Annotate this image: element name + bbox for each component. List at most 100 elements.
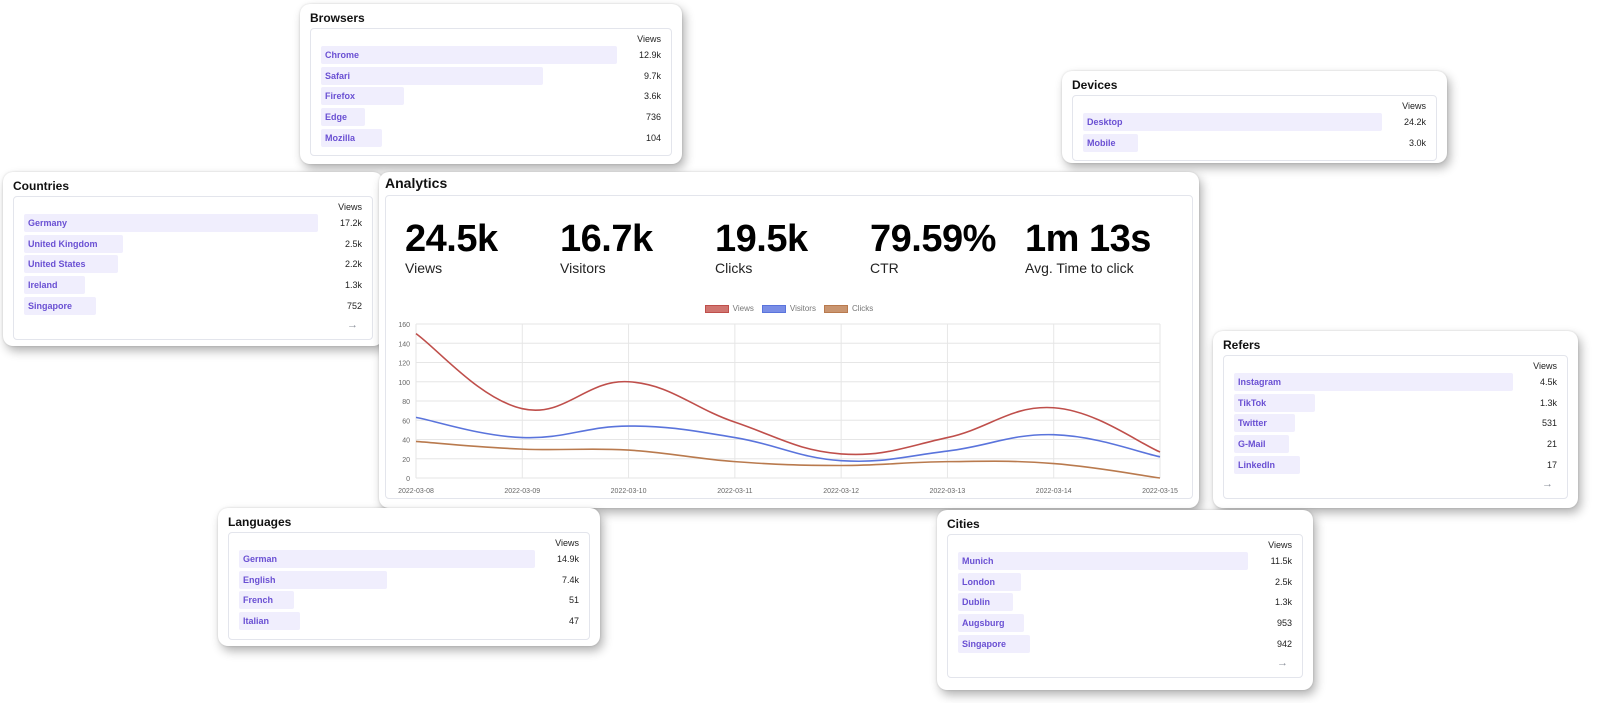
stat-avg-time: 1m 13s Avg. Time to click (1025, 218, 1180, 276)
value-bar (1234, 393, 1315, 412)
list-item[interactable]: Ireland 1.3k (24, 276, 362, 295)
item-label[interactable]: German (243, 554, 278, 564)
item-value: 2.2k (344, 259, 362, 270)
x-tick-label: 2022-03-13 (930, 488, 966, 495)
item-label[interactable]: LinkedIn (1238, 459, 1276, 470)
list-item[interactable]: Safari 9.7k (321, 66, 661, 85)
refers-card: Refers Views Instagram 4.5k TikTok 1.3k Twit… (1213, 331, 1578, 508)
stat-label: Avg. Time to click (1025, 260, 1134, 276)
list-item[interactable]: Italian 47 (239, 612, 579, 631)
analytics-title: Analytics (385, 175, 448, 191)
chart-legend: Views Visitors Clicks (386, 304, 1192, 313)
list-item[interactable]: Mobile 3.0k (1083, 133, 1426, 152)
list-item[interactable]: London 2.5k (958, 572, 1292, 591)
item-label[interactable]: Singapore (962, 638, 1007, 649)
value-bar (321, 128, 382, 147)
list-item[interactable]: G-Mail 21 (1234, 435, 1557, 454)
more-arrow-icon[interactable]: → (1542, 478, 1553, 491)
refers-rows: Instagram 4.5k TikTok 1.3k Twitter 531 G-Mail 2… (1234, 373, 1557, 474)
legend-item-visitors[interactable]: Visitors (761, 304, 816, 313)
countries-title: Countries (13, 179, 70, 193)
value-bar (24, 214, 318, 232)
list-item[interactable]: Twitter 531 (1234, 414, 1557, 433)
legend-swatch-clicks (823, 304, 848, 313)
item-value: 17.2k (339, 218, 362, 228)
item-label[interactable]: United States (28, 259, 86, 270)
item-label[interactable]: English (243, 574, 276, 585)
stat-value: 24.5k (405, 218, 498, 260)
item-label[interactable]: Singapore (28, 300, 73, 311)
list-item[interactable]: Edge 736 (321, 108, 661, 127)
x-tick-label: 2022-03-14 (1036, 488, 1072, 495)
cities-title: Cities (947, 517, 980, 531)
list-item[interactable]: English 7.4k (239, 570, 579, 589)
value-bar (24, 276, 85, 295)
list-item[interactable]: French 51 (239, 591, 579, 610)
value-bar (1234, 373, 1513, 391)
y-tick-label: 140 (398, 341, 410, 348)
item-value: 2.5k (1274, 576, 1292, 587)
more-arrow-icon[interactable]: → (347, 319, 358, 332)
views-column-header: Views (555, 538, 579, 548)
item-label[interactable]: G-Mail (1238, 439, 1266, 450)
item-label[interactable]: Germany (28, 218, 68, 228)
stat-value: 1m 13s (1025, 218, 1151, 260)
views-column-header: Views (1268, 540, 1292, 550)
more-arrow-icon[interactable]: → (1277, 657, 1288, 670)
stat-label: Clicks (715, 260, 753, 276)
item-label[interactable]: London (962, 576, 995, 587)
item-label[interactable]: Instagram (1238, 377, 1282, 387)
languages-title: Languages (228, 515, 292, 529)
value-bar (1234, 414, 1295, 433)
item-value: 7.4k (561, 574, 579, 585)
item-label[interactable]: United Kingdom (28, 238, 98, 249)
list-item[interactable]: Chrome 12.9k (321, 46, 661, 64)
languages-table: Views German 14.9k English 7.4k French 51 Ital… (228, 532, 590, 640)
x-tick-label: 2022-03-15 (1142, 488, 1178, 495)
value-bar (24, 255, 118, 274)
y-tick-label: 60 (402, 418, 410, 425)
legend-item-views[interactable]: Views (704, 304, 754, 313)
list-item[interactable]: Instagram 4.5k (1234, 373, 1557, 391)
countries-card: Countries Views Germany 17.2k United Kingd… (3, 172, 383, 346)
list-item[interactable]: Mozilla 104 (321, 128, 661, 147)
item-label[interactable]: Munich (962, 556, 994, 566)
item-label[interactable]: Chrome (325, 50, 360, 60)
list-item[interactable]: Dublin 1.3k (958, 593, 1292, 612)
list-item[interactable]: TikTok 1.3k (1234, 393, 1557, 412)
y-tick-label: 0 (406, 476, 410, 483)
item-label[interactable]: Dublin (962, 597, 990, 608)
value-bar (24, 296, 96, 315)
item-label[interactable]: Firefox (325, 91, 356, 102)
item-label[interactable]: Twitter (1238, 418, 1267, 429)
x-tick-label: 2022-03-08 (398, 488, 434, 495)
list-item[interactable]: Firefox 3.6k (321, 87, 661, 106)
countries-table: Views Germany 17.2k United Kingdom 2.5k Unit… (13, 196, 373, 341)
item-label[interactable]: Italian (243, 616, 270, 627)
browsers-table: Views Chrome 12.9k Safari 9.7k Firefox 3.6k Ed… (310, 28, 672, 157)
item-label[interactable]: French (243, 595, 274, 606)
item-label[interactable]: Ireland (28, 280, 58, 291)
legend-label: Clicks (851, 304, 874, 313)
item-label[interactable]: Augsburg (962, 618, 1005, 629)
item-label[interactable]: Desktop (1087, 117, 1123, 127)
stat-label: CTR (870, 260, 899, 276)
list-item[interactable]: United States 2.2k (24, 255, 362, 274)
item-label[interactable]: Safari (325, 70, 351, 81)
list-item[interactable]: Augsburg 953 (958, 614, 1292, 633)
item-label[interactable]: TikTok (1238, 397, 1267, 408)
list-item[interactable]: German 14.9k (239, 550, 579, 568)
value-bar (958, 552, 1248, 570)
list-item[interactable]: Munich 11.5k (958, 552, 1292, 570)
list-item[interactable]: Singapore 942 (958, 634, 1292, 653)
list-item[interactable]: Germany 17.2k (24, 214, 362, 232)
item-label[interactable]: Mobile (1087, 137, 1116, 148)
y-tick-label: 100 (398, 380, 410, 387)
list-item[interactable]: Singapore 752 (24, 296, 362, 315)
list-item[interactable]: United Kingdom 2.5k (24, 234, 362, 253)
item-label[interactable]: Mozilla (325, 132, 356, 143)
item-label[interactable]: Edge (325, 112, 348, 123)
legend-item-clicks[interactable]: Clicks (823, 304, 874, 313)
list-item[interactable]: LinkedIn 17 (1234, 455, 1557, 474)
list-item[interactable]: Desktop 24.2k (1083, 113, 1426, 131)
